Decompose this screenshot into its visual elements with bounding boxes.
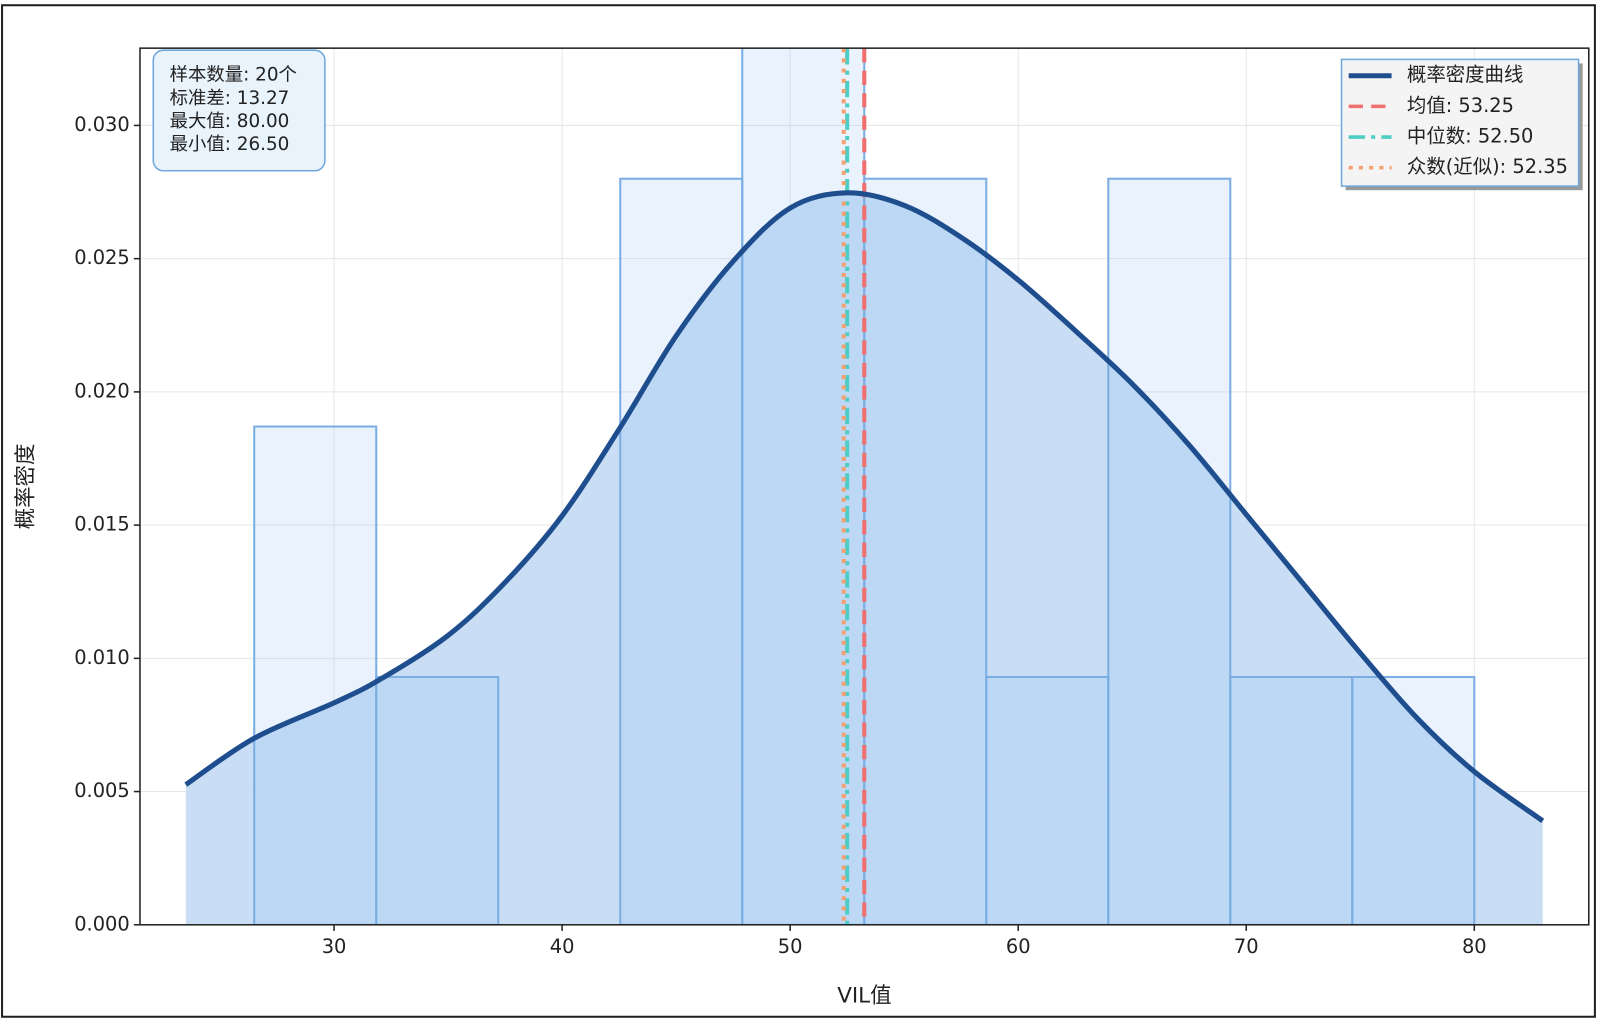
plot-area	[184, 48, 1545, 925]
legend-background	[1340, 58, 1580, 187]
histogram-bar	[619, 177, 744, 925]
y-tick-label: 0.000	[74, 912, 130, 935]
y-tick-label: 0.020	[74, 379, 130, 402]
kde-line	[184, 190, 1545, 823]
stats-line: 最小值: 26.50	[170, 134, 290, 155]
stats-background	[152, 49, 326, 172]
histogram-bar	[1229, 675, 1354, 925]
histogram-bar	[375, 675, 500, 925]
axes-frame	[139, 47, 1590, 926]
legend-label: 中位数: 52.50	[1407, 125, 1533, 148]
histogram-bar	[1107, 177, 1232, 925]
x-tick-label: 60	[1006, 935, 1031, 958]
ticks: 30 40 50 60 70 80 0.000 0.005 0.010 0.015 0.020 0.0…	[74, 113, 1486, 958]
stats-line: 样本数量: 20个	[170, 65, 297, 86]
y-tick-label: 0.005	[74, 779, 130, 802]
y-tick-label: 0.010	[74, 646, 130, 669]
legend-label: 概率密度曲线	[1407, 63, 1523, 86]
histogram-bar	[253, 425, 378, 925]
y-tick-label: 0.025	[74, 246, 130, 269]
legend-label: 均值: 53.25	[1407, 94, 1514, 117]
stats-line: 标准差: 13.27	[170, 88, 290, 109]
x-tick-label: 70	[1234, 935, 1259, 958]
x-axis-label: VIL值	[837, 983, 891, 1008]
y-tick-label: 0.030	[74, 113, 130, 136]
histogram-bar	[863, 177, 988, 925]
histogram-bar	[985, 675, 1110, 925]
y-tick-label: 0.015	[74, 513, 130, 536]
histogram-bar	[1351, 675, 1476, 925]
x-tick-label: 40	[550, 935, 575, 958]
x-tick-label: 80	[1462, 935, 1487, 958]
x-tick-label: 50	[778, 935, 803, 958]
stats-line: 最大值: 80.00	[170, 111, 290, 132]
x-tick-label: 30	[322, 935, 347, 958]
frame	[1, 4, 1596, 1018]
legend-label: 众数(近似): 52.35	[1407, 155, 1568, 178]
y-axis-label: 概率密度	[14, 444, 39, 530]
